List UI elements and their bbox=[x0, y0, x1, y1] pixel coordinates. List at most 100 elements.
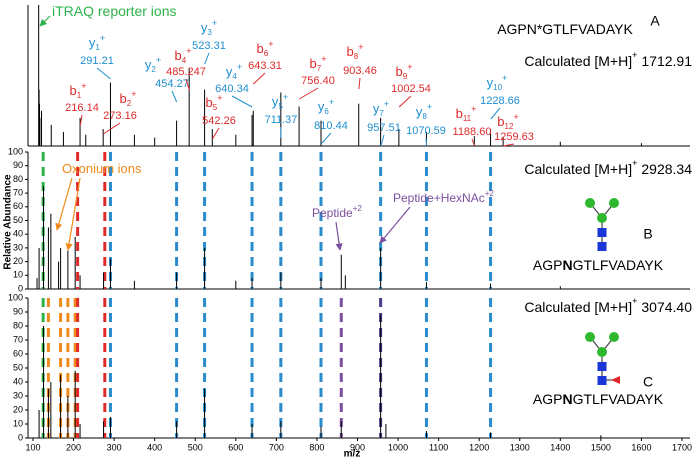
ion-type: b bbox=[206, 95, 213, 110]
y-tick-label: 0 bbox=[18, 432, 23, 442]
ion-index: 6 bbox=[264, 49, 269, 58]
ion-mz: 957.51 bbox=[367, 122, 401, 134]
ion-label: y2+ bbox=[145, 55, 161, 74]
y-tick-label: 100 bbox=[8, 292, 23, 302]
ion-type: y bbox=[318, 99, 325, 114]
ion-charge: + bbox=[212, 18, 217, 28]
annotation: Oxonium ions bbox=[62, 161, 142, 176]
y-tick-label: 90 bbox=[13, 160, 23, 170]
ion-mz: 903.46 bbox=[343, 65, 377, 77]
sequence-part: N bbox=[562, 391, 572, 407]
ion-mz: 1188.60 bbox=[453, 126, 492, 138]
ion-charge: + bbox=[131, 89, 136, 99]
leader-line bbox=[79, 114, 83, 127]
ion-mz: 1259.63 bbox=[494, 131, 534, 143]
ion-type: y bbox=[373, 101, 380, 116]
ion-index: 2 bbox=[127, 99, 132, 108]
y-tick-label: 20 bbox=[13, 256, 23, 266]
y-tick-label: 80 bbox=[13, 320, 23, 330]
leader-line bbox=[171, 90, 178, 103]
annotation-arrow bbox=[55, 177, 73, 231]
ion-label: b6+ bbox=[257, 39, 274, 58]
calculated-label: Calculated [M+H] bbox=[524, 161, 632, 177]
ion-type: b bbox=[396, 64, 403, 79]
ion-type: y bbox=[272, 94, 279, 109]
ion-charge: + bbox=[329, 97, 334, 107]
ion-type: b bbox=[120, 91, 127, 106]
x-axis-label: m/z bbox=[344, 449, 361, 459]
ion-index: 12 bbox=[505, 122, 514, 131]
ion-label: b11+ bbox=[456, 104, 477, 123]
x-tick-label: 500 bbox=[188, 442, 203, 452]
glycan-b bbox=[585, 198, 619, 251]
leader-line bbox=[231, 95, 253, 108]
ion-charge: + bbox=[358, 42, 363, 52]
ion-label: b1+ bbox=[70, 81, 87, 100]
ion-charge: + bbox=[268, 39, 273, 49]
ion-index: 8 bbox=[422, 112, 427, 121]
x-tick-label: 400 bbox=[147, 442, 162, 452]
ion-mz: 291.21 bbox=[80, 55, 114, 67]
panel-label: B bbox=[643, 226, 652, 242]
ion-type: b bbox=[310, 56, 317, 71]
sequence-part: AGP bbox=[533, 391, 563, 407]
ion-charge: + bbox=[513, 112, 518, 122]
leader-line bbox=[503, 143, 515, 147]
ion-mz: 810.44 bbox=[314, 120, 348, 132]
sequence-part: N bbox=[562, 257, 572, 273]
y-tick-label: 30 bbox=[13, 242, 23, 252]
ion-type: y bbox=[416, 104, 423, 119]
sequence-part: GTLFVADAYK bbox=[573, 391, 664, 407]
ion-type: y bbox=[145, 57, 152, 72]
ion-charge: + bbox=[237, 62, 242, 72]
annotation-text: Peptide+HexNAc bbox=[393, 191, 485, 205]
ion-label: b12+ bbox=[497, 112, 518, 131]
leader-line bbox=[380, 134, 385, 147]
panel-label: A bbox=[650, 13, 660, 29]
ion-charge: + bbox=[283, 92, 288, 102]
peptide-sequence: AGPNGTLFVADAYK bbox=[533, 391, 664, 407]
y-tick-label: 10 bbox=[13, 270, 23, 280]
ion-charge: + bbox=[186, 46, 191, 56]
ion-charge: + bbox=[100, 33, 105, 43]
y-tick-label: 60 bbox=[13, 201, 23, 211]
ion-label: b5+ bbox=[206, 93, 223, 112]
x-tick-label: 600 bbox=[228, 442, 243, 452]
ion-mz: 273.16 bbox=[103, 110, 137, 122]
annotation-charge: +2 bbox=[353, 204, 363, 213]
calculated-mass: Calculated [M+H]+ 2928.34 bbox=[524, 158, 692, 176]
y-tick-label: 0 bbox=[18, 283, 23, 293]
calculated-charge: + bbox=[632, 296, 637, 306]
leader-line bbox=[490, 107, 501, 120]
ion-index: 5 bbox=[278, 102, 283, 111]
calculated-value: 3074.40 bbox=[641, 299, 692, 315]
ion-charge: + bbox=[502, 73, 507, 83]
ion-charge: + bbox=[407, 62, 412, 72]
peptide-sequence: AGPN*GTLFVADAYK bbox=[497, 21, 633, 37]
x-tick-label: 1300 bbox=[510, 442, 530, 452]
ion-label: y3+ bbox=[201, 18, 217, 37]
leader-line bbox=[96, 67, 111, 80]
leader-line bbox=[204, 52, 210, 65]
ion-type: b bbox=[257, 41, 264, 56]
ion-mz: 640.34 bbox=[215, 83, 249, 95]
ion-type: y bbox=[89, 35, 96, 50]
ion-mz: 756.40 bbox=[301, 75, 335, 87]
ion-type: b bbox=[70, 83, 77, 98]
leader-line bbox=[253, 72, 266, 85]
ion-index: 9 bbox=[403, 72, 408, 81]
ion-index: 4 bbox=[232, 72, 237, 81]
ion-label: b4+ bbox=[175, 46, 192, 65]
annotation-arrow bbox=[379, 206, 411, 244]
ion-mz: 711.37 bbox=[265, 114, 298, 126]
x-tick-label: 800 bbox=[309, 442, 324, 452]
y-tick-label: 20 bbox=[13, 404, 23, 414]
ion-index: 1 bbox=[95, 43, 100, 52]
ion-label: b8+ bbox=[347, 42, 364, 61]
ion-label: y7+ bbox=[373, 99, 389, 118]
ion-index: 4 bbox=[182, 56, 187, 65]
ion-mz: 454.27 bbox=[155, 78, 189, 90]
leader-line bbox=[471, 138, 476, 147]
ion-mz: 1228.66 bbox=[480, 95, 520, 107]
ion-type: b bbox=[456, 106, 463, 121]
